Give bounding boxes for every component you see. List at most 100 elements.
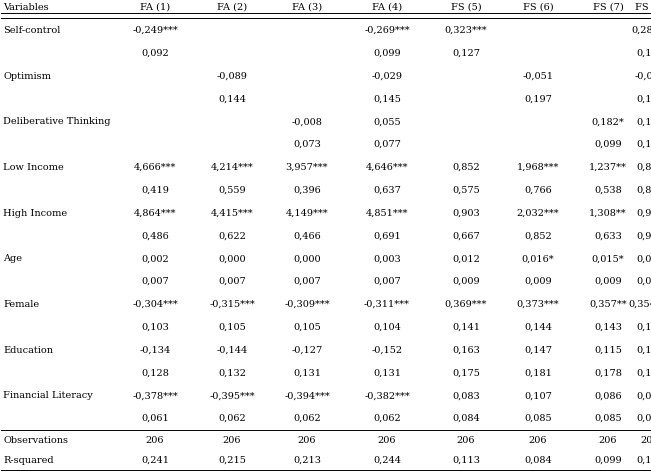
Text: 0,083: 0,083 — [452, 391, 480, 400]
Text: 0,141: 0,141 — [452, 323, 480, 332]
Text: 0,000: 0,000 — [218, 254, 246, 263]
Text: Financial Literacy: Financial Literacy — [3, 391, 92, 400]
Text: 0,085: 0,085 — [524, 414, 552, 423]
Text: 0,851: 0,851 — [636, 163, 651, 172]
Text: 206: 206 — [529, 436, 547, 445]
Text: 0,559: 0,559 — [218, 186, 246, 195]
Text: Deliberative Thinking: Deliberative Thinking — [3, 117, 111, 126]
Text: 0,084: 0,084 — [524, 455, 552, 464]
Text: 1,308**: 1,308** — [589, 209, 627, 218]
Text: -0,008: -0,008 — [292, 117, 322, 126]
Text: 0,213: 0,213 — [293, 455, 321, 464]
Text: 0,285**: 0,285** — [631, 26, 651, 35]
Text: 0,119: 0,119 — [636, 455, 651, 464]
Text: 0,419: 0,419 — [141, 186, 169, 195]
Text: 0,132: 0,132 — [218, 368, 246, 377]
Text: 4,214***: 4,214*** — [211, 163, 253, 172]
Text: 4,149***: 4,149*** — [286, 209, 328, 218]
Text: 206: 206 — [298, 436, 316, 445]
Text: -0,134: -0,134 — [139, 346, 171, 355]
Text: -0,394***: -0,394*** — [284, 391, 330, 400]
Text: FA (1): FA (1) — [140, 2, 170, 11]
Text: 206: 206 — [378, 436, 396, 445]
Text: 0,073: 0,073 — [293, 140, 321, 149]
Text: 206: 206 — [641, 436, 651, 445]
Text: 0,009: 0,009 — [594, 277, 622, 286]
Text: FS (8): FS (8) — [635, 2, 651, 11]
Text: 0,244: 0,244 — [373, 455, 401, 464]
Text: 0,241: 0,241 — [141, 455, 169, 464]
Text: FA (4): FA (4) — [372, 2, 402, 11]
Text: 0,916: 0,916 — [636, 209, 651, 218]
Text: 0,357**: 0,357** — [589, 300, 627, 309]
Text: 4,851***: 4,851*** — [366, 209, 408, 218]
Text: Variables: Variables — [3, 2, 49, 11]
Text: 0,105: 0,105 — [636, 140, 651, 149]
Text: 0,131: 0,131 — [373, 368, 401, 377]
Text: 0,946: 0,946 — [636, 231, 651, 240]
Text: 3,957***: 3,957*** — [286, 163, 328, 172]
Text: 0,903: 0,903 — [452, 209, 480, 218]
Text: 0,113: 0,113 — [452, 455, 480, 464]
Text: 0,175: 0,175 — [452, 368, 480, 377]
Text: 0,086: 0,086 — [594, 391, 622, 400]
Text: 206: 206 — [223, 436, 242, 445]
Text: 1,968***: 1,968*** — [517, 163, 559, 172]
Text: 0,198: 0,198 — [636, 95, 651, 104]
Text: -0,127: -0,127 — [292, 346, 323, 355]
Text: 0,007: 0,007 — [293, 277, 321, 286]
Text: 0,135: 0,135 — [636, 49, 651, 58]
Text: 0,062: 0,062 — [293, 414, 321, 423]
Text: 0,144: 0,144 — [524, 323, 552, 332]
Text: 0,180: 0,180 — [636, 368, 651, 377]
Text: 0,128: 0,128 — [141, 368, 169, 377]
Text: 0,002: 0,002 — [141, 254, 169, 263]
Text: 0,215: 0,215 — [218, 455, 246, 464]
Text: 0,486: 0,486 — [141, 231, 169, 240]
Text: 0,637: 0,637 — [373, 186, 401, 195]
Text: 0,163: 0,163 — [452, 346, 480, 355]
Text: 0,852: 0,852 — [452, 163, 480, 172]
Text: 0,062: 0,062 — [218, 414, 246, 423]
Text: 0,009: 0,009 — [452, 277, 480, 286]
Text: FA (3): FA (3) — [292, 2, 322, 11]
Text: 0,126: 0,126 — [636, 346, 651, 355]
Text: Low Income: Low Income — [3, 163, 64, 172]
Text: 0,009: 0,009 — [524, 277, 552, 286]
Text: High Income: High Income — [3, 209, 67, 218]
Text: 0,003: 0,003 — [373, 254, 401, 263]
Text: 0,092: 0,092 — [141, 49, 169, 58]
Text: 0,369***: 0,369*** — [445, 300, 487, 309]
Text: -0,304***: -0,304*** — [132, 300, 178, 309]
Text: -0,152: -0,152 — [372, 346, 402, 355]
Text: Observations: Observations — [3, 436, 68, 445]
Text: 0,181: 0,181 — [524, 368, 552, 377]
Text: -0,378***: -0,378*** — [132, 391, 178, 400]
Text: 0,084: 0,084 — [636, 414, 651, 423]
Text: 0,182*: 0,182* — [592, 117, 624, 126]
Text: R-squared: R-squared — [3, 455, 53, 464]
Text: -0,309***: -0,309*** — [284, 300, 330, 309]
Text: 0,073: 0,073 — [636, 391, 651, 400]
Text: 0,016*: 0,016* — [521, 254, 554, 263]
Text: 0,575: 0,575 — [452, 186, 480, 195]
Text: 0,000: 0,000 — [293, 254, 321, 263]
Text: 0,055: 0,055 — [373, 117, 401, 126]
Text: -0,311***: -0,311*** — [364, 300, 410, 309]
Text: 0,104: 0,104 — [373, 323, 401, 332]
Text: 0,077: 0,077 — [373, 140, 401, 149]
Text: 0,142: 0,142 — [636, 323, 651, 332]
Text: 0,099: 0,099 — [594, 455, 622, 464]
Text: 0,667: 0,667 — [452, 231, 480, 240]
Text: 0,873: 0,873 — [636, 186, 651, 195]
Text: Optimism: Optimism — [3, 71, 51, 80]
Text: 0,061: 0,061 — [141, 414, 169, 423]
Text: -0,382***: -0,382*** — [364, 391, 410, 400]
Text: -0,144: -0,144 — [216, 346, 247, 355]
Text: 1,237**: 1,237** — [589, 163, 627, 172]
Text: -0,249***: -0,249*** — [132, 26, 178, 35]
Text: -0,029: -0,029 — [372, 71, 402, 80]
Text: 0,105: 0,105 — [293, 323, 321, 332]
Text: 0,062: 0,062 — [373, 414, 401, 423]
Text: 0,103: 0,103 — [141, 323, 169, 332]
